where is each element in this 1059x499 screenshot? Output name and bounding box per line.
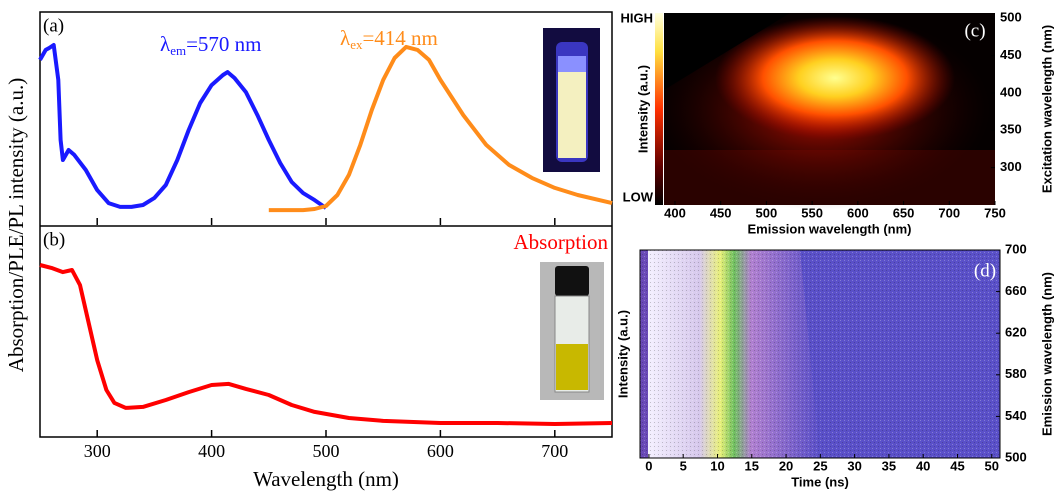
y-tick-label: 540 [1005,408,1027,423]
y-tick-label: 450 [1000,47,1022,62]
x-tick-label: 550 [801,205,823,220]
annotation-subscript: em [170,43,186,58]
colorbar-low: LOW [623,189,654,204]
x-tick-label: 450 [710,205,732,220]
x-tick-label: 700 [541,441,568,461]
y-tick-label: 500 [1000,10,1022,25]
x-tick-label: 600 [427,441,454,461]
panel-label: (d) [974,260,996,281]
x-tick-label: 35 [882,458,896,473]
x-tick-label: 50 [985,458,999,473]
x-tick-label: 30 [847,458,861,473]
y-tick-label: 300 [1000,159,1022,174]
y-tick-label: 660 [1005,283,1027,298]
colorbar-label: Intensity (a.u.) [635,65,650,153]
x-tick-label: 20 [779,458,793,473]
annotation-symbol: λ [340,26,351,50]
panel-label: (c) [964,20,985,41]
heatmap-d-image [639,249,1001,459]
y-tick-label: 700 [1005,241,1027,256]
y-tick-label: 400 [1000,84,1022,99]
y-axis-label: Excitation wavelength (nm) [1039,25,1054,193]
annotation-symbol: λ [160,32,171,56]
x-axis-label: Wavelength (nm) [253,467,399,491]
annotation-subscript: ex [350,37,363,52]
annotation: λem=570 nm [160,32,262,58]
x-tick-label: 500 [756,205,778,220]
panel-label: (b) [43,229,65,250]
data-line [38,43,328,210]
data-line [39,263,613,426]
colorbar-high: HIGH [621,10,654,25]
y-tick-label: 350 [1000,122,1022,137]
y-tick-label: 620 [1005,325,1027,340]
x-tick-label: 10 [710,458,724,473]
y-axis-label: Emission wavelength (nm) [1039,272,1054,436]
x-tick-label: 400 [198,441,225,461]
annotation: λex=414 nm [340,26,438,52]
x-tick-label: 5 [680,458,687,473]
colorbar-label: Intensity (a.u.) [615,310,630,398]
annotation-text: =414 nm [362,26,437,50]
heatmap-c-image [650,10,995,210]
x-tick-label: 650 [893,205,915,220]
y-axis-label: Absorption/PLE/PL intensity (a.u.) [4,78,28,372]
x-tick-label: 600 [847,205,869,220]
x-tick-label: 700 [938,205,960,220]
x-tick-label: 400 [664,205,686,220]
annotation-text: =570 nm [186,32,261,56]
x-tick-label: 25 [813,458,827,473]
x-tick-label: 750 [984,205,1006,220]
x-tick-label: 300 [84,441,111,461]
x-tick-label: 40 [916,458,930,473]
panel-label: (a) [43,15,64,36]
inset-photo-vial [540,262,604,400]
data-line [268,44,613,213]
y-tick-label: 500 [1005,449,1027,464]
x-tick-label: 0 [645,458,652,473]
inset-photo-uv [543,28,600,172]
x-tick-label: 15 [745,458,759,473]
x-axis-label: Emission wavelength (nm) [748,221,912,236]
x-tick-label: 45 [950,458,964,473]
y-tick-label: 580 [1005,366,1027,381]
series-label: Absorption [514,230,609,254]
x-tick-label: 500 [313,441,340,461]
x-axis-label: Time (ns) [791,474,849,489]
